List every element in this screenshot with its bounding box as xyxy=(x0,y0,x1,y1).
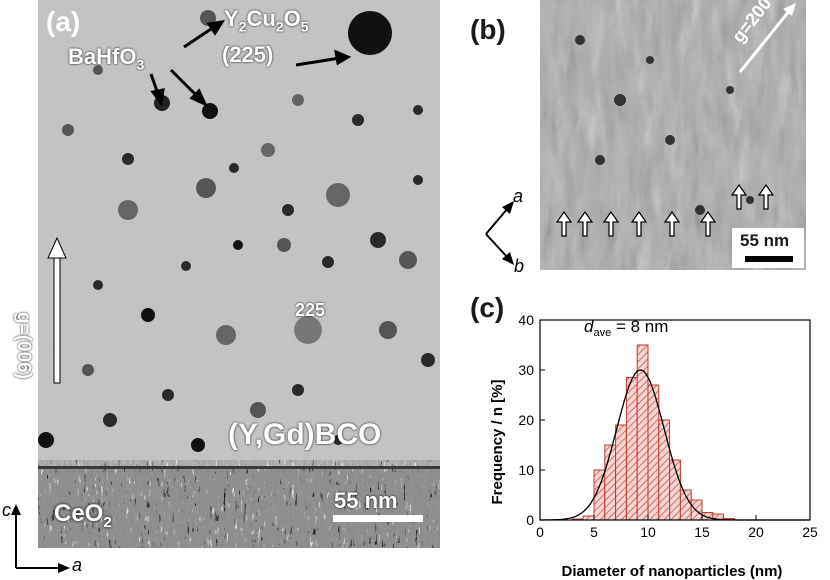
tem-micrograph-b xyxy=(540,0,806,270)
tem-micrograph-a xyxy=(38,0,440,548)
phase-index-label: (225) xyxy=(222,42,274,67)
panel-label-a: (a) xyxy=(46,6,81,37)
x-tick-label: 20 xyxy=(748,524,764,540)
panel-label-b: (b) xyxy=(470,14,506,45)
axes-indicator-b xyxy=(485,201,514,265)
scale-bar-b xyxy=(745,256,793,262)
film-label: (Y,Gd)BCO xyxy=(228,418,382,451)
scale-bar-a xyxy=(333,515,423,522)
interface-arrows xyxy=(555,183,775,237)
inline-index-label: 225 xyxy=(295,300,326,320)
axis-a-label: a xyxy=(72,555,83,575)
nanoparticles xyxy=(38,10,435,452)
bahfo3-label: BaHfO3 xyxy=(68,44,145,73)
y-tick-label: 30 xyxy=(518,362,534,378)
histogram-bar xyxy=(658,419,671,521)
x-tick-label: 0 xyxy=(536,524,544,540)
y-tick-label: 10 xyxy=(518,462,534,478)
x-tick-label: 15 xyxy=(694,524,710,540)
x-tick-label: 5 xyxy=(590,524,598,540)
g-vector-arrow-a xyxy=(47,236,67,384)
histogram-chart: 0 5 10 15 20 25 0 10 20 30 40 Frequency / n [%] Di… xyxy=(489,312,818,580)
axis-b-label-b: b xyxy=(514,256,525,276)
y-tick-label: 40 xyxy=(518,312,534,328)
g-vector-arrow-b xyxy=(738,3,796,73)
tem-image-b xyxy=(540,0,806,270)
x-tick-label: 25 xyxy=(802,524,818,540)
pointer-arrows xyxy=(149,20,352,108)
tem-image-a xyxy=(38,0,440,548)
x-axis-label: Diameter of nanoparticles (nm) xyxy=(562,563,783,580)
y-tick-label: 0 xyxy=(526,512,534,528)
histogram-bar xyxy=(604,444,617,521)
y-tick-label: 20 xyxy=(518,412,534,428)
panel-label-c: (c) xyxy=(470,292,505,323)
d-ave-annotation: dave = 8 nm xyxy=(584,317,668,339)
scale-bar-label-b: 55 nm xyxy=(740,231,790,250)
substrate-label: CeO2 xyxy=(54,500,112,531)
scale-bar-label-a: 55 nm xyxy=(334,488,398,513)
y-axis-label: Frequency / n [%] xyxy=(489,379,506,504)
g-vector-label-a: g=(006) xyxy=(13,312,34,380)
axes-indicator-a xyxy=(11,504,70,573)
histogram-bar xyxy=(625,377,638,521)
axis-c-label: c xyxy=(2,500,11,520)
y2cu2o5-label: Y2Cu2O5 xyxy=(224,6,309,35)
axis-a-label-b: a xyxy=(513,186,524,206)
histogram-bar xyxy=(615,424,627,521)
x-tick-label: 10 xyxy=(640,524,656,540)
